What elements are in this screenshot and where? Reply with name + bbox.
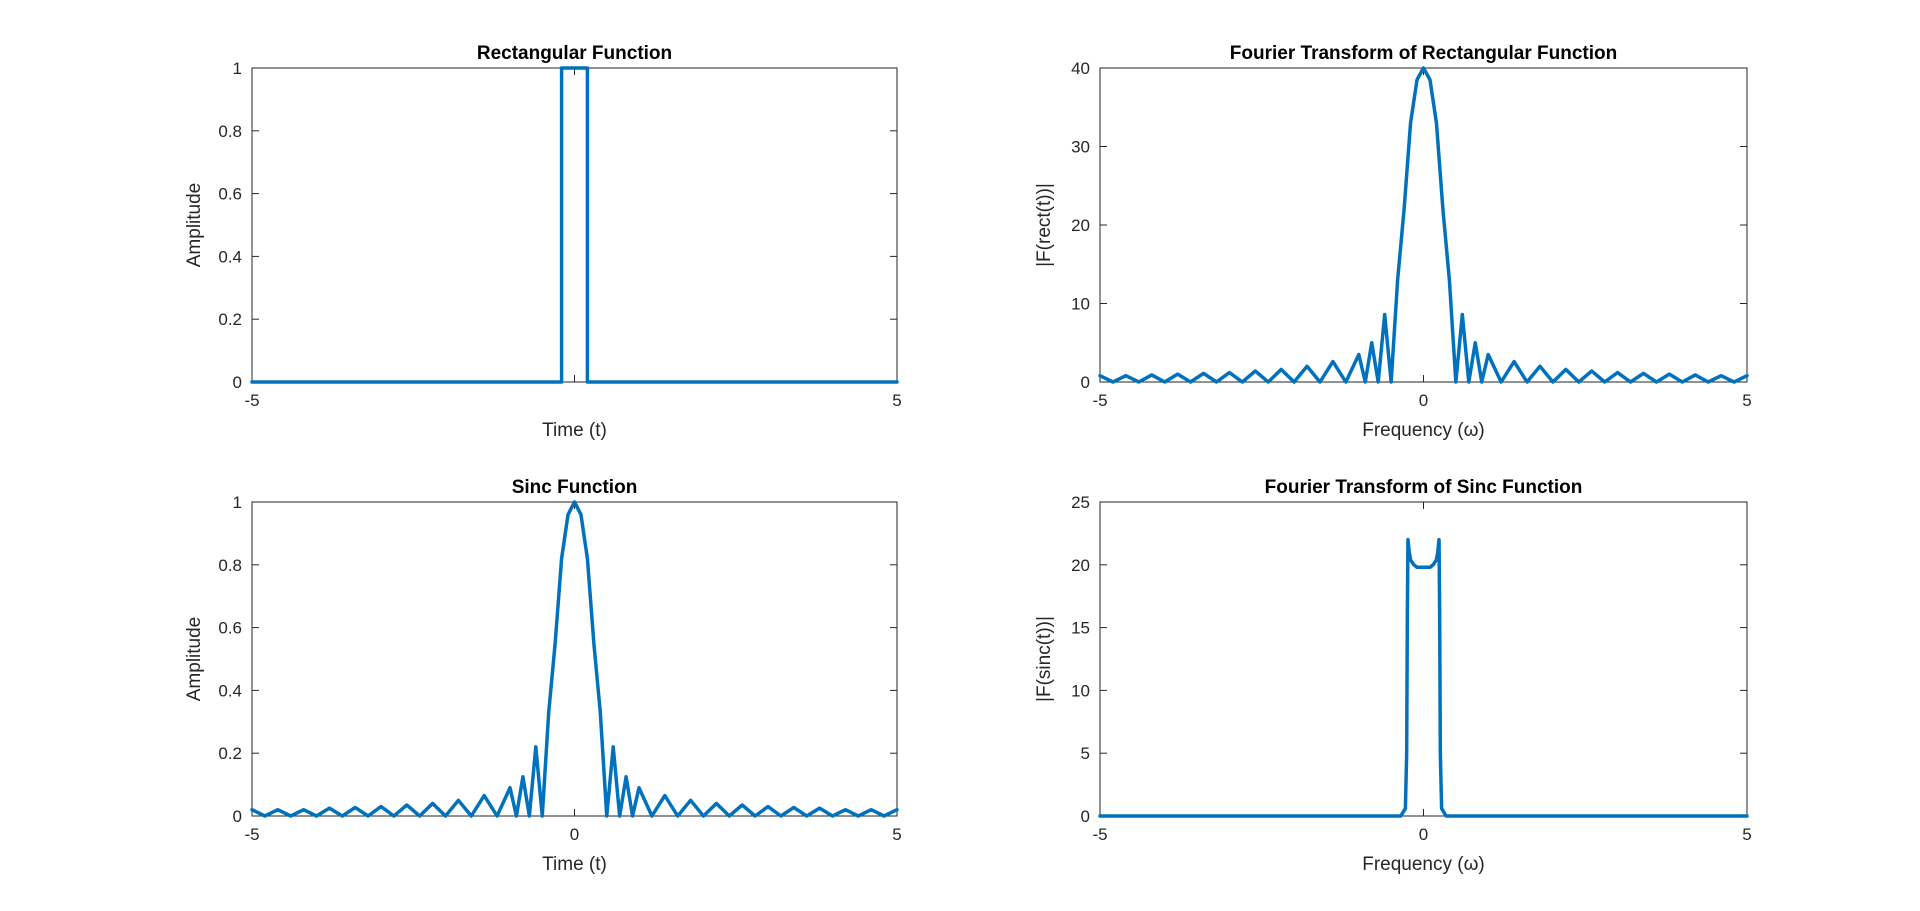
y-tick-label: 0.6 [218,619,242,638]
y-tick-label: 10 [1071,295,1090,314]
x-tick-label: 5 [892,825,901,844]
y-axis-label: |F(sinc(t))| [1034,616,1055,702]
x-tick-label: 0 [1419,825,1428,844]
y-axis-label: Amplitude [184,183,205,268]
x-axis-label: Frequency (ω) [1362,854,1485,875]
x-axis-label: Time (t) [542,854,607,875]
chart-title: Sinc Function [512,477,638,498]
x-axis-label: Time (t) [542,420,607,441]
axes-box [251,67,898,383]
y-tick-label: 0 [233,807,242,826]
y-axis-label: |F(rect(t))| [1034,183,1055,267]
y-tick-label: 5 [1081,744,1090,763]
chart-title: Fourier Transform of Rectangular Functio… [1230,43,1617,64]
y-axis-label: Amplitude [184,617,205,702]
axes-box [1099,67,1748,383]
x-tick-label: 5 [892,391,901,410]
y-tick-label: 40 [1071,59,1090,78]
series-line [250,500,899,818]
y-tick-label: 0 [233,373,242,392]
series-line [1098,537,1749,818]
x-tick-label: -5 [1092,391,1107,410]
axes-box [251,501,898,817]
axes-box [1099,501,1748,817]
x-tick-label: -5 [244,391,259,410]
y-tick-label: 0 [1081,373,1090,392]
y-tick-label: 0.2 [218,310,242,329]
x-tick-label: 0 [570,825,579,844]
y-tick-label: 0 [1081,807,1090,826]
y-tick-label: 25 [1071,493,1090,512]
x-tick-label: 0 [1419,391,1428,410]
chart-title: Rectangular Function [477,43,672,64]
y-tick-label: 20 [1071,216,1090,235]
x-tick-label: -5 [1092,825,1107,844]
y-tick-label: 0.4 [218,247,242,266]
x-axis-label: Frequency (ω) [1362,420,1485,441]
y-tick-label: 0.2 [218,744,242,763]
series-line [1098,66,1749,384]
y-tick-label: 15 [1071,619,1090,638]
series-line [250,66,899,384]
y-tick-label: 1 [233,59,242,78]
y-tick-label: 0.4 [218,681,242,700]
y-tick-label: 30 [1071,138,1090,157]
y-tick-label: 1 [233,493,242,512]
x-tick-label: 5 [1742,825,1751,844]
y-tick-label: 0.8 [218,122,242,141]
subplot-rect: -5 5 0 0.2 0.4 0.6 0.8 1 Rectangular Function Tim… [184,43,902,441]
x-tick-label: -5 [244,825,259,844]
chart-title: Fourier Transform of Sinc Function [1265,477,1583,498]
x-tick-label: 5 [1742,391,1751,410]
y-tick-label: 0.6 [218,185,242,204]
y-tick-label: 0.8 [218,556,242,575]
y-tick-label: 10 [1071,681,1090,700]
y-tick-label: 20 [1071,556,1090,575]
